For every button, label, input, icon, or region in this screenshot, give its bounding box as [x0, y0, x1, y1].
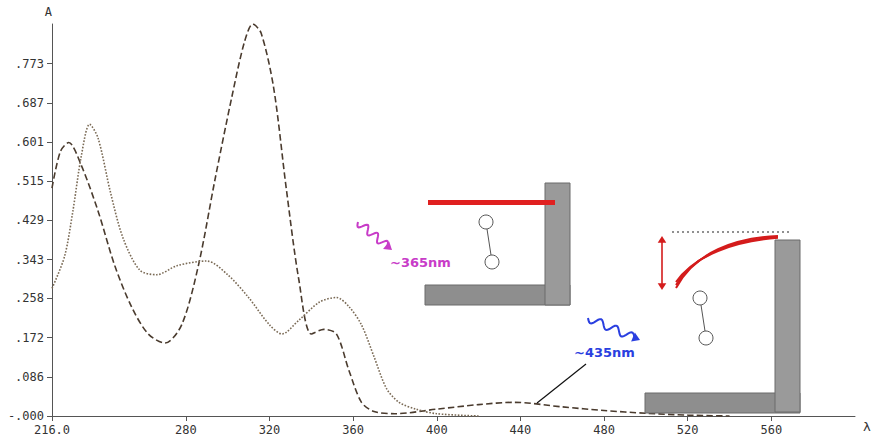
svg-text:.429: .429 — [15, 213, 44, 227]
svg-text:216.0: 216.0 — [34, 423, 70, 437]
svg-text:.343: .343 — [15, 253, 44, 267]
svg-text:λ: λ — [863, 419, 871, 434]
svg-text:~435nm: ~435nm — [574, 345, 635, 360]
svg-text:.601: .601 — [15, 135, 44, 149]
svg-text:440: 440 — [510, 423, 532, 437]
svg-text:-.000: -.000 — [8, 409, 44, 423]
svg-text:.687: .687 — [15, 96, 44, 110]
svg-text:.258: .258 — [15, 291, 44, 305]
svg-text:.086: .086 — [15, 370, 44, 384]
svg-text:280: 280 — [175, 423, 197, 437]
svg-text:320: 320 — [259, 423, 281, 437]
svg-text:A: A — [45, 5, 53, 19]
svg-text:.515: .515 — [15, 174, 44, 188]
svg-text:360: 360 — [342, 423, 364, 437]
svg-text:480: 480 — [593, 423, 615, 437]
svg-text:.172: .172 — [15, 331, 44, 345]
svg-text:.773: .773 — [15, 57, 44, 71]
svg-text:400: 400 — [426, 423, 448, 437]
svg-text:~365nm: ~365nm — [390, 255, 451, 270]
svg-text:520: 520 — [677, 423, 699, 437]
svg-text:560: 560 — [761, 423, 783, 437]
